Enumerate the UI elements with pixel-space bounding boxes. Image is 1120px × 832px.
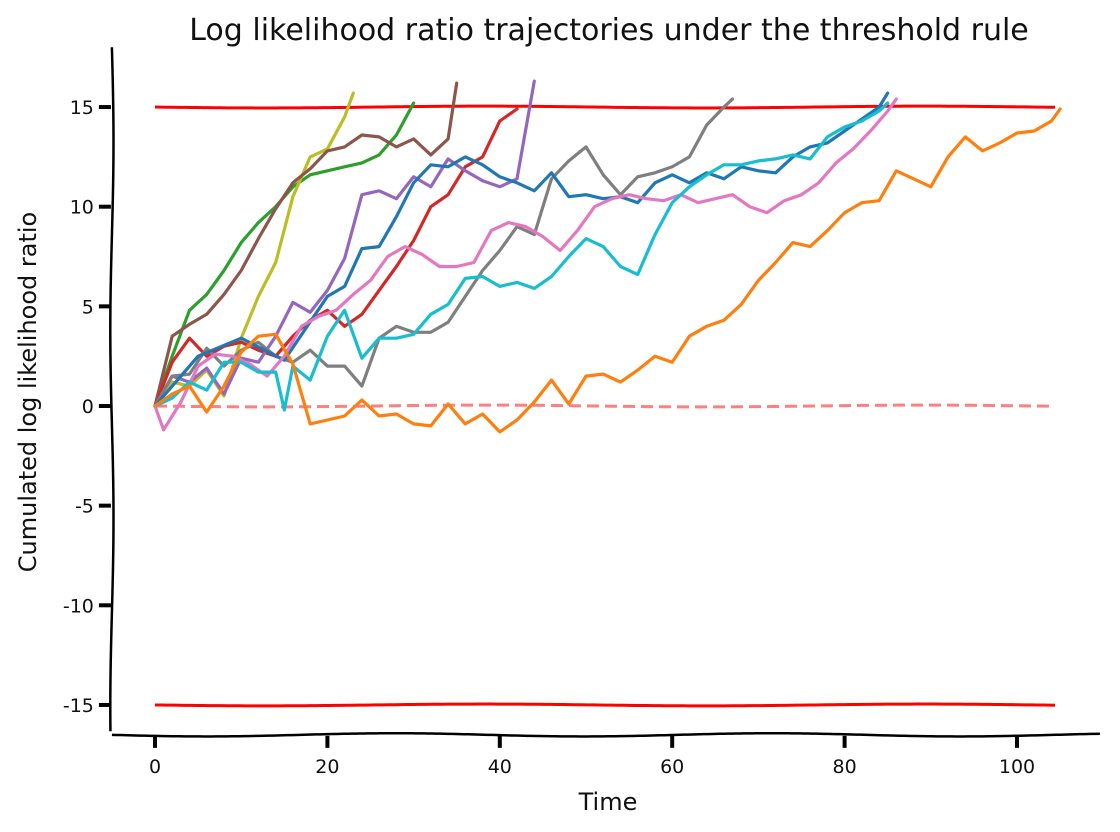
y-tick-label: -15 [63, 695, 94, 717]
series-line [153, 81, 459, 408]
x-tick-label: 80 [833, 756, 857, 778]
series-line [153, 107, 1062, 434]
series-lines [153, 79, 1062, 434]
threshold-line [154, 702, 1056, 708]
threshold-line [154, 403, 1056, 409]
x-axis-label: Time [578, 788, 638, 816]
y-axis-label: Cumulated log likelihood ratio [14, 212, 42, 572]
series-line [153, 79, 536, 408]
y-tick-label: 0 [82, 396, 94, 418]
y-tick-label: 15 [70, 97, 94, 119]
y-axis-spine [109, 47, 115, 732]
y-tick-label: 5 [82, 296, 94, 318]
threshold-line [154, 104, 1056, 110]
series-line [153, 97, 898, 432]
x-tick-label: 100 [999, 756, 1035, 778]
x-tick-label: 20 [315, 756, 339, 778]
series-line [153, 107, 519, 408]
threshold-lines [154, 104, 1056, 708]
x-tick-label: 60 [660, 756, 684, 778]
series-line [153, 101, 890, 412]
axes: 15 10 5 0 -5 -10 -15 0 20 40 60 80 100 [63, 47, 1100, 778]
y-tick-label: 10 [70, 197, 94, 219]
chart-title: Log likelihood ratio trajectories under … [189, 13, 1029, 48]
series-line [153, 91, 890, 408]
y-tick-label: -10 [63, 595, 94, 617]
x-tick-label: 0 [149, 756, 161, 778]
y-tick-label: -5 [75, 496, 94, 518]
x-axis-spine [111, 731, 1100, 738]
x-tick-label: 40 [488, 756, 512, 778]
